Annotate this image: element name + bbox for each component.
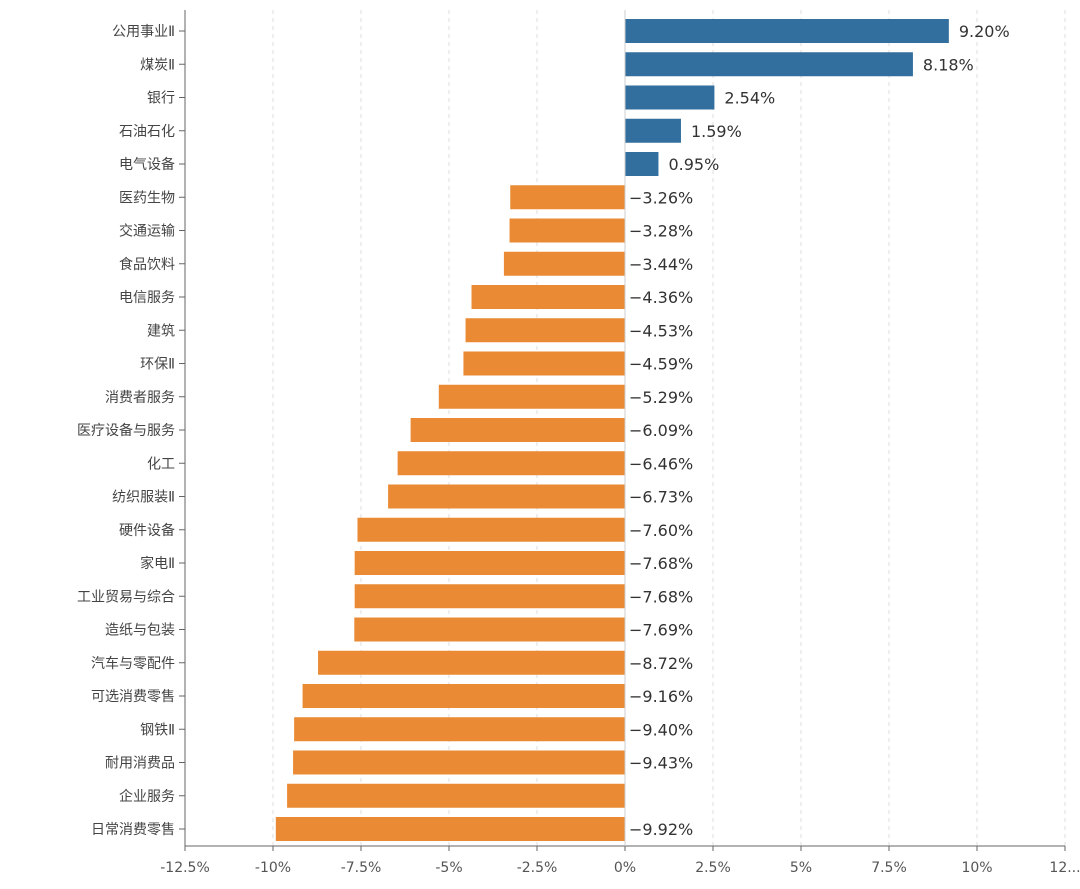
x-tick-label: 0% (614, 860, 636, 876)
bar (625, 52, 913, 77)
category-label: 医药生物 (119, 190, 175, 206)
x-tick-label: 5% (790, 860, 812, 876)
category-label: 建筑 (147, 323, 175, 339)
bar (354, 584, 625, 609)
category-label: 造纸与包装 (105, 623, 175, 639)
value-label: −4.36% (629, 288, 693, 307)
value-label: −6.46% (629, 454, 693, 473)
value-label: −7.68% (629, 587, 693, 606)
category-label: 硬件设备 (119, 522, 175, 539)
category-label: 化工 (147, 456, 175, 472)
value-label: 9.20% (959, 22, 1010, 41)
category-label: 电气设备 (119, 156, 175, 173)
bar (302, 684, 625, 708)
value-label: −9.43% (629, 754, 693, 773)
category-label: 电信服务 (119, 290, 175, 306)
x-tick-label: -12.5% (160, 860, 210, 876)
bar (510, 185, 625, 210)
category-label: 企业服务 (119, 788, 175, 805)
x-tick-label: -5% (435, 860, 462, 876)
category-label: 交通运输 (119, 223, 175, 240)
value-label: −9.92% (629, 820, 693, 839)
bar (471, 285, 625, 309)
bar (625, 85, 715, 110)
bar (275, 817, 625, 841)
category-label: 纺织服装Ⅱ (112, 490, 175, 506)
value-label: −3.26% (629, 188, 693, 207)
value-label: 2.54% (724, 89, 775, 108)
value-label: −3.28% (629, 222, 693, 241)
bar (294, 717, 625, 742)
category-label: 公用事业Ⅱ (112, 24, 175, 40)
bar (463, 351, 625, 376)
category-label: 环保Ⅱ (140, 357, 175, 373)
bar (357, 517, 625, 542)
category-label: 汽车与零配件 (91, 655, 175, 672)
bar (410, 418, 625, 442)
bar (397, 451, 625, 476)
bar (509, 218, 625, 243)
x-tick-label: -10% (255, 860, 291, 876)
bar (503, 251, 625, 276)
value-label: −4.53% (629, 321, 693, 340)
bar (625, 152, 659, 176)
category-label: 家电Ⅱ (140, 555, 175, 572)
x-tick-label: -2.5% (517, 860, 558, 876)
x-tick-label: 2.5% (695, 860, 731, 876)
bar (438, 384, 625, 409)
value-label: −9.16% (629, 687, 693, 706)
x-tick-label: -7.5% (341, 860, 382, 876)
value-label: −8.72% (629, 654, 693, 673)
bar (625, 19, 949, 43)
category-label: 耐用消费品 (105, 756, 175, 772)
value-label: −7.60% (629, 521, 693, 540)
x-tick-label: 7.5% (871, 860, 907, 876)
value-label: −7.69% (629, 621, 693, 640)
value-label: −7.68% (629, 554, 693, 573)
category-label: 银行 (147, 91, 175, 107)
category-label: 医疗设备与服务 (77, 422, 175, 439)
x-tick-label: 12... (1049, 860, 1080, 876)
category-label: 日常消费零售 (91, 822, 175, 838)
value-label: −9.40% (629, 720, 693, 739)
value-label: −3.44% (629, 255, 693, 274)
category-label: 钢铁Ⅱ (140, 722, 175, 738)
bar (354, 551, 625, 575)
bar (293, 750, 625, 775)
category-label: 消费者服务 (105, 390, 175, 406)
value-label: 8.18% (923, 55, 974, 74)
value-label: −4.59% (629, 355, 693, 374)
value-label: 0.95% (668, 155, 719, 174)
value-label: −6.73% (629, 488, 693, 507)
bar (388, 484, 625, 509)
category-label: 工业贸易与综合 (77, 589, 175, 605)
category-label: 煤炭Ⅱ (140, 57, 175, 73)
value-label: −6.09% (629, 421, 693, 440)
bar (287, 783, 625, 808)
category-label: 食品饮料 (119, 256, 175, 273)
category-label: 石油石化 (119, 124, 175, 140)
bar (465, 318, 625, 343)
category-label: 可选消费零售 (91, 689, 175, 705)
bar (318, 650, 625, 675)
bar (625, 118, 681, 143)
value-label: 1.59% (691, 122, 742, 141)
bar (354, 617, 625, 642)
x-tick-label: 10% (961, 860, 992, 876)
value-label: −5.29% (629, 388, 693, 407)
